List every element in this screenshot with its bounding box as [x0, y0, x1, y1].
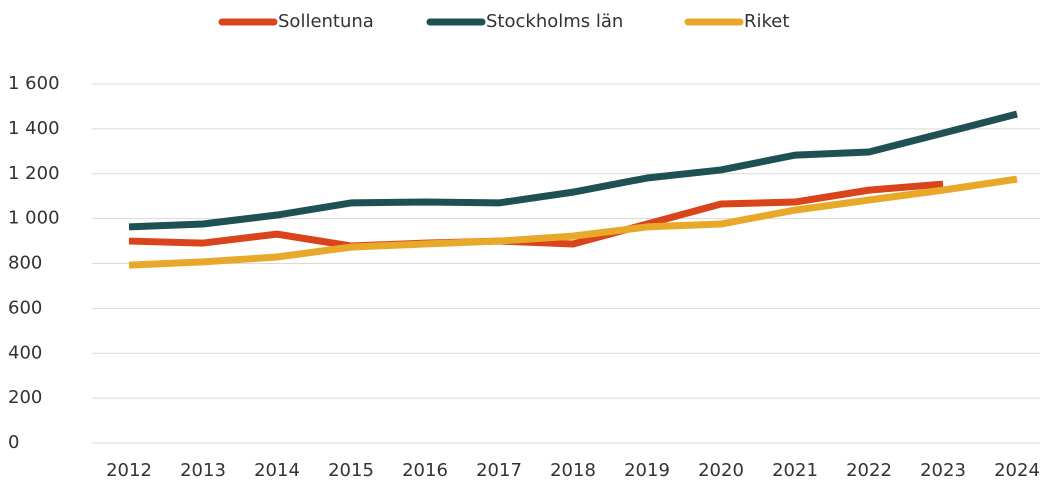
y-tick-label: 0	[8, 432, 19, 453]
y-tick-label: 1 600	[8, 73, 60, 94]
y-tick-label: 1 200	[8, 163, 60, 184]
x-tick-label: 2016	[402, 460, 448, 481]
y-tick-label: 200	[8, 387, 42, 408]
legend-label: Riket	[744, 11, 789, 32]
series-line	[128, 175, 1018, 269]
y-tick-label: 400	[8, 342, 42, 363]
x-tick-label: 2020	[698, 460, 744, 481]
x-tick-label: 2012	[106, 460, 152, 481]
x-tick-label: 2018	[550, 460, 596, 481]
series-line	[128, 110, 1018, 231]
x-tick-label: 2023	[920, 460, 966, 481]
legend-label: Sollentuna	[278, 11, 374, 32]
legend-label: Stockholms län	[486, 11, 623, 32]
y-tick-label: 1 000	[8, 208, 60, 229]
x-tick-label: 2022	[846, 460, 892, 481]
x-tick-label: 2013	[180, 460, 226, 481]
y-tick-label: 600	[8, 297, 42, 318]
y-tick-label: 1 400	[8, 118, 60, 139]
x-tick-label: 2019	[624, 460, 670, 481]
x-tick-label: 2024	[994, 460, 1040, 481]
x-tick-label: 2021	[772, 460, 818, 481]
x-tick-label: 2017	[476, 460, 522, 481]
x-tick-label: 2015	[328, 460, 374, 481]
x-tick-label: 2014	[254, 460, 300, 481]
series-line	[128, 180, 944, 250]
y-tick-label: 800	[8, 253, 42, 274]
